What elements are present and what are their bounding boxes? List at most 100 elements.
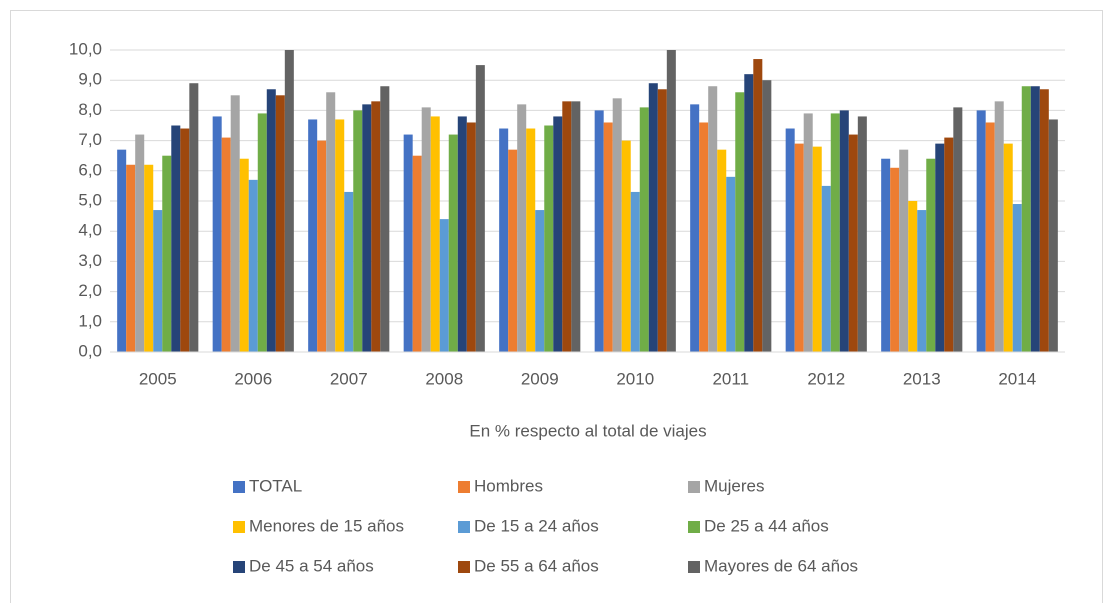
x-tick-label: 2006 bbox=[234, 369, 272, 388]
legend-label: Hombres bbox=[474, 476, 543, 495]
bar bbox=[189, 83, 199, 352]
bar bbox=[430, 116, 440, 352]
bar bbox=[171, 125, 181, 352]
bar bbox=[794, 143, 804, 352]
bar bbox=[821, 185, 831, 352]
x-tick-label: 2013 bbox=[903, 369, 941, 388]
y-tick-label: 2,0 bbox=[78, 281, 102, 300]
bar bbox=[362, 104, 372, 352]
legend-label: Menores de 15 años bbox=[249, 516, 404, 535]
bar bbox=[976, 110, 986, 353]
bar bbox=[275, 95, 285, 353]
bar bbox=[890, 167, 900, 352]
bar bbox=[257, 113, 267, 352]
bar bbox=[603, 122, 613, 352]
bar bbox=[594, 110, 604, 353]
bar bbox=[935, 143, 945, 352]
y-tick-label: 1,0 bbox=[78, 311, 102, 330]
y-tick-label: 5,0 bbox=[78, 190, 102, 209]
bar bbox=[317, 140, 327, 352]
bar bbox=[499, 128, 509, 352]
y-tick-label: 4,0 bbox=[78, 221, 102, 240]
bar bbox=[126, 164, 136, 352]
legend-label: De 25 a 44 años bbox=[704, 516, 829, 535]
x-tick-label: 2011 bbox=[712, 369, 749, 388]
bar bbox=[881, 158, 891, 352]
bar bbox=[448, 134, 458, 352]
x-tick-label: 2014 bbox=[998, 369, 1036, 388]
bar bbox=[144, 164, 154, 352]
legend-swatch bbox=[688, 481, 700, 493]
legend-swatch bbox=[688, 521, 700, 533]
x-tick-label: 2007 bbox=[330, 369, 368, 388]
bar bbox=[135, 134, 145, 352]
legend-label: De 55 a 64 años bbox=[474, 556, 599, 575]
bar bbox=[1003, 143, 1013, 352]
bar bbox=[857, 116, 867, 352]
bar bbox=[717, 149, 727, 352]
legend-swatch bbox=[458, 481, 470, 493]
bar bbox=[612, 98, 622, 352]
bar bbox=[117, 149, 127, 352]
x-axis-label: En % respecto al total de viajes bbox=[469, 421, 706, 440]
bar bbox=[475, 65, 485, 352]
bar bbox=[284, 50, 294, 352]
y-tick-label: 8,0 bbox=[78, 100, 102, 119]
bar bbox=[899, 149, 909, 352]
bar bbox=[153, 210, 163, 352]
bar bbox=[553, 116, 563, 352]
bar bbox=[690, 104, 700, 352]
bar bbox=[1030, 86, 1040, 353]
bar bbox=[1039, 89, 1049, 352]
bar bbox=[508, 149, 518, 352]
legend-label: De 45 a 54 años bbox=[249, 556, 374, 575]
legend-swatch bbox=[458, 561, 470, 573]
bar bbox=[544, 125, 554, 352]
bar bbox=[308, 119, 318, 353]
bar bbox=[944, 137, 954, 352]
bar bbox=[648, 83, 658, 352]
bar bbox=[162, 155, 172, 352]
x-tick-label: 2009 bbox=[521, 369, 559, 388]
bar bbox=[180, 128, 190, 352]
bar bbox=[917, 210, 927, 352]
y-tick-label: 10,0 bbox=[69, 39, 102, 58]
bar bbox=[926, 158, 936, 352]
y-tick-label: 0,0 bbox=[78, 341, 102, 360]
bar bbox=[439, 219, 449, 352]
bar bbox=[353, 110, 363, 353]
legend-label: Mujeres bbox=[704, 476, 764, 495]
bar bbox=[994, 101, 1004, 352]
bar bbox=[517, 104, 527, 352]
bar bbox=[735, 92, 745, 352]
bar bbox=[526, 128, 536, 352]
legend-swatch bbox=[458, 521, 470, 533]
bar bbox=[1012, 204, 1022, 352]
legend-swatch bbox=[233, 521, 245, 533]
bar bbox=[266, 89, 276, 352]
bar bbox=[639, 107, 649, 352]
bar bbox=[726, 176, 736, 352]
bar bbox=[571, 101, 581, 352]
legend-label: Mayores de 64 años bbox=[704, 556, 858, 575]
bar bbox=[953, 107, 963, 352]
bar bbox=[335, 119, 345, 353]
bar bbox=[839, 110, 849, 353]
x-tick-label: 2008 bbox=[425, 369, 463, 388]
bar bbox=[562, 101, 572, 352]
bar bbox=[403, 134, 413, 352]
bar bbox=[762, 80, 772, 352]
bar bbox=[221, 137, 231, 352]
legend-label: TOTAL bbox=[249, 476, 302, 495]
legend-swatch bbox=[233, 561, 245, 573]
bar bbox=[239, 158, 249, 352]
x-tick-label: 2012 bbox=[807, 369, 845, 388]
bar bbox=[212, 116, 222, 352]
x-tick-label: 2005 bbox=[139, 369, 177, 388]
bar bbox=[621, 140, 631, 352]
y-tick-label: 9,0 bbox=[78, 70, 102, 89]
y-tick-label: 3,0 bbox=[78, 251, 102, 270]
y-tick-label: 6,0 bbox=[78, 160, 102, 179]
bar bbox=[785, 128, 795, 352]
